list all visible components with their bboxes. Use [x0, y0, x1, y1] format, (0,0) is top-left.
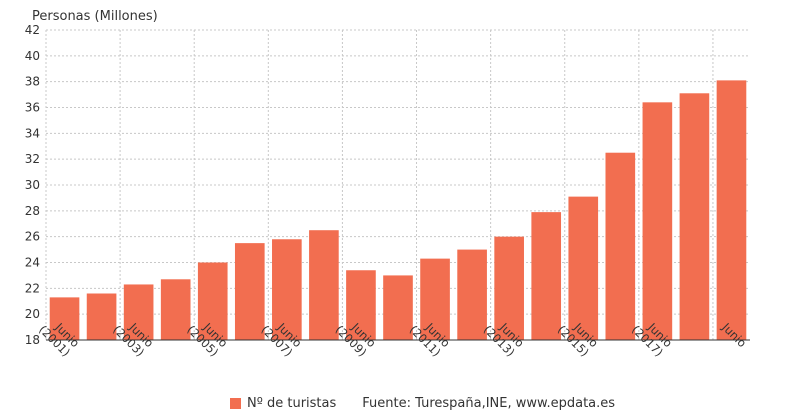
bar — [346, 270, 376, 340]
bar — [383, 275, 413, 340]
legend-label: Nº de turistas — [247, 396, 337, 411]
y-axis-title: Personas (Millones) — [32, 9, 158, 24]
bar — [49, 297, 80, 340]
legend-swatch — [230, 398, 241, 409]
bar — [234, 243, 265, 340]
y-tick-label: 42 — [25, 23, 40, 37]
y-tick-label: 32 — [25, 152, 40, 166]
bar — [309, 230, 339, 340]
y-tick-label: 30 — [25, 178, 40, 192]
bar — [679, 93, 710, 341]
bar — [716, 80, 747, 340]
bar — [605, 152, 636, 340]
bars — [49, 80, 747, 341]
source-note: Fuente: Turespaña,INE, www.epdata.es — [362, 396, 616, 411]
bar — [531, 212, 562, 340]
y-tick-label: 36 — [25, 101, 40, 115]
bar — [86, 293, 117, 340]
bar — [197, 262, 228, 340]
y-tick-label: 24 — [25, 256, 40, 270]
y-tick-labels: 18 20 22 24 26 28 30 32 34 36 38 40 42 — [25, 23, 40, 347]
y-tick-label: 18 — [25, 333, 40, 347]
y-tick-label: 20 — [25, 307, 40, 321]
bar — [457, 249, 487, 340]
legend: Nº de turistas Fuente: Turespaña,INE, ww… — [230, 396, 615, 411]
bar — [494, 236, 524, 340]
bar — [568, 196, 599, 340]
bar — [123, 284, 154, 340]
y-tick-label: 40 — [25, 49, 40, 63]
y-tick-label: 26 — [25, 230, 40, 244]
y-tick-label: 28 — [25, 204, 40, 218]
bar — [272, 239, 302, 340]
y-tick-label: 38 — [25, 75, 40, 89]
y-tick-label: 22 — [25, 281, 40, 295]
y-tick-label: 34 — [25, 126, 40, 140]
bar-chart-svg: Personas (Millones) 18 20 22 24 26 28 30 32 34 36… — [25, 9, 750, 359]
bar — [160, 279, 191, 340]
bar — [642, 102, 673, 340]
bar — [420, 258, 450, 340]
